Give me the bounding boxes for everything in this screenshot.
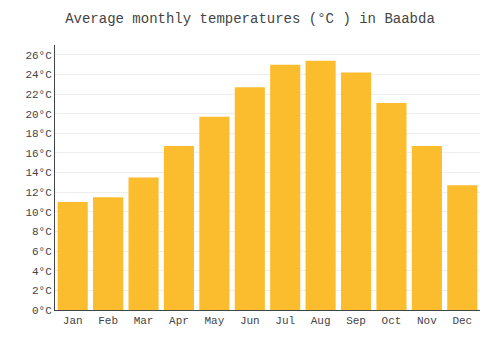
svg-text:2°C: 2°C xyxy=(32,285,52,297)
svg-text:Feb: Feb xyxy=(98,315,118,327)
svg-text:Nov: Nov xyxy=(417,315,437,327)
svg-text:26°C: 26°C xyxy=(25,50,52,62)
svg-text:22°C: 22°C xyxy=(25,89,52,101)
svg-text:Dec: Dec xyxy=(452,315,472,327)
svg-text:May: May xyxy=(204,315,224,327)
svg-text:0°C: 0°C xyxy=(32,305,52,317)
svg-text:Apr: Apr xyxy=(169,315,189,327)
svg-text:Jun: Jun xyxy=(240,315,260,327)
svg-text:4°C: 4°C xyxy=(32,266,52,278)
svg-text:Jan: Jan xyxy=(63,315,83,327)
svg-text:Jul: Jul xyxy=(275,315,295,327)
svg-text:Aug: Aug xyxy=(311,315,331,327)
svg-text:16°C: 16°C xyxy=(25,148,52,160)
svg-text:12°C: 12°C xyxy=(25,187,52,199)
svg-text:8°C: 8°C xyxy=(32,226,52,238)
svg-text:20°C: 20°C xyxy=(25,109,52,121)
svg-text:10°C: 10°C xyxy=(25,207,52,219)
svg-text:18°C: 18°C xyxy=(25,128,52,140)
svg-text:24°C: 24°C xyxy=(25,69,52,81)
svg-text:Mar: Mar xyxy=(134,315,154,327)
svg-text:Sep: Sep xyxy=(346,315,366,327)
svg-text:Oct: Oct xyxy=(382,315,402,327)
svg-text:14°C: 14°C xyxy=(25,167,52,179)
svg-text:6°C: 6°C xyxy=(32,246,52,258)
svg-text:Average monthly temperatures (: Average monthly temperatures (°C ) in Ba… xyxy=(65,11,435,27)
